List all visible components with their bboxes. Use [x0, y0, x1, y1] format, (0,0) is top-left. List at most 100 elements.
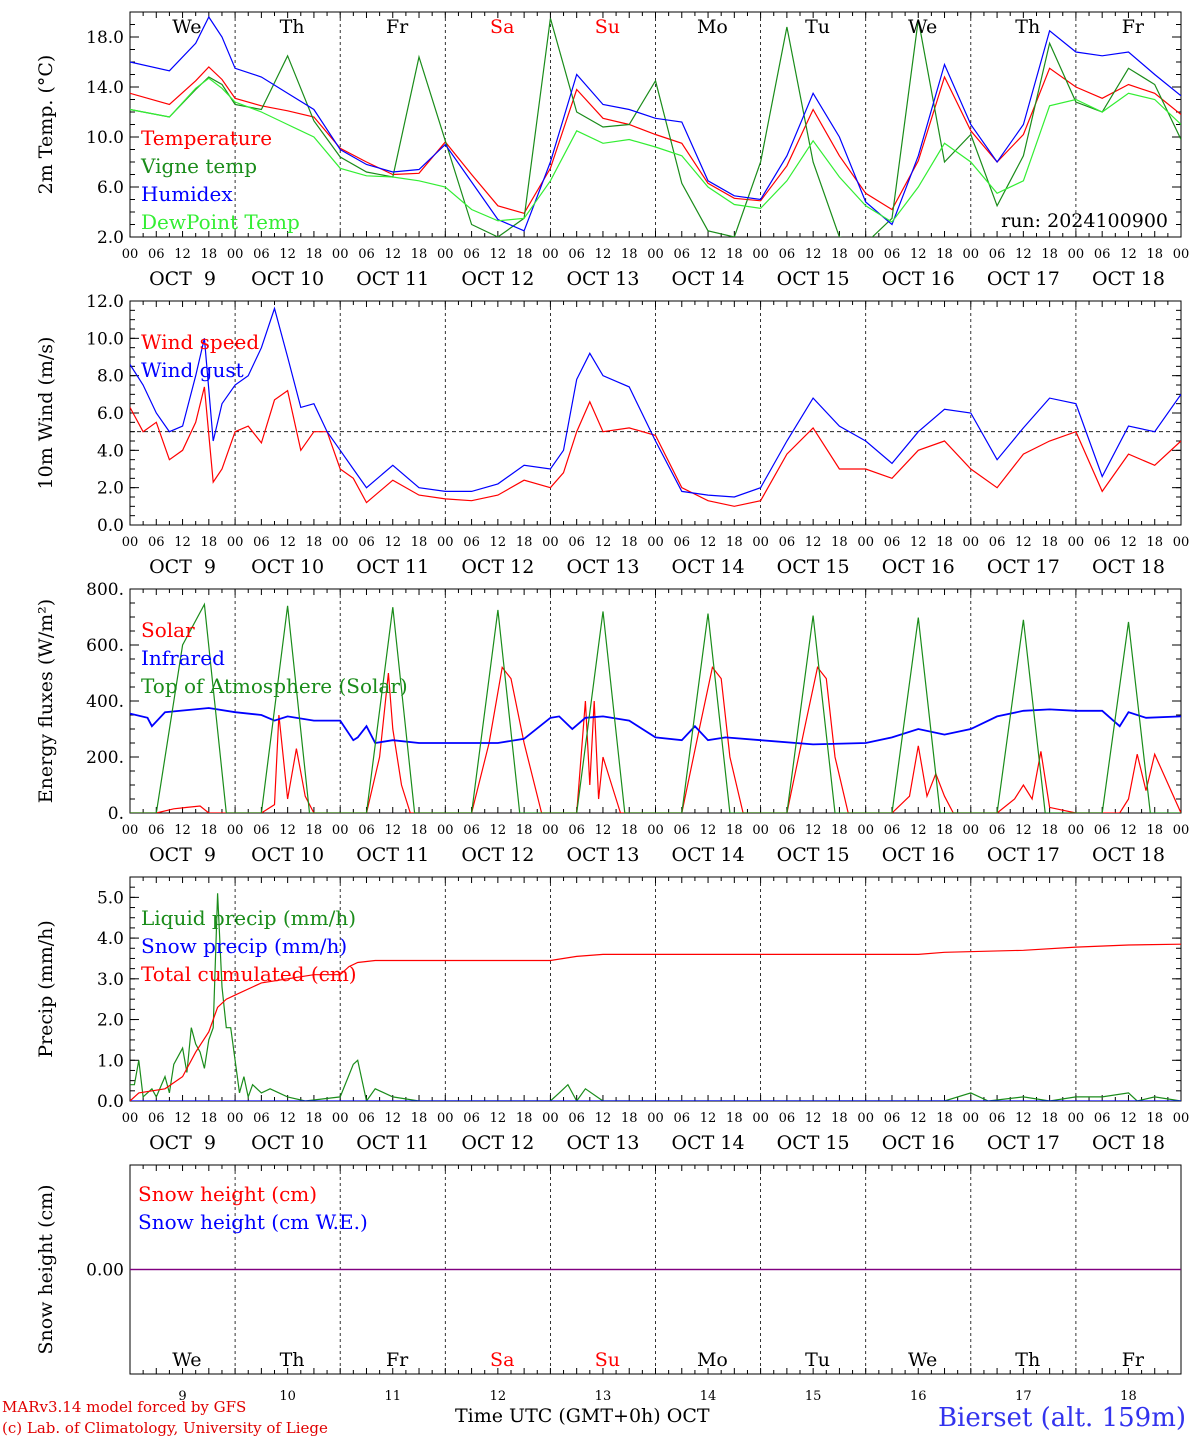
date-label: OCT 11: [356, 844, 429, 866]
hour-tick-label: 06: [1094, 1111, 1111, 1126]
hour-tick-label: 18: [1041, 535, 1058, 550]
date-label: OCT 13: [566, 844, 639, 866]
hour-tick-label: 06: [148, 247, 165, 262]
weekday-label: Su: [595, 1349, 620, 1371]
y-tick-label: 14.0: [86, 78, 124, 98]
hour-tick-label: 06: [463, 1111, 480, 1126]
hour-tick-label: 18: [1146, 247, 1163, 262]
hour-tick-label: 00: [227, 1111, 244, 1126]
hour-tick-label: 00: [122, 823, 139, 838]
date-label: OCT 17: [987, 844, 1060, 866]
y-tick-label: 0.: [108, 804, 124, 824]
y-tick-label: 0.0: [97, 516, 124, 536]
hour-tick-label: 12: [1120, 823, 1137, 838]
day-number-label: 15: [805, 1389, 822, 1404]
run-label: run: 2024100900: [1001, 210, 1168, 232]
hour-tick-label: 12: [595, 247, 612, 262]
y-tick-label: 6.0: [97, 178, 124, 198]
hour-tick-label: 12: [805, 247, 822, 262]
hour-tick-label: 18: [1041, 1111, 1058, 1126]
weekday-label: We: [908, 1349, 937, 1371]
hour-tick-label: 12: [700, 823, 717, 838]
hour-tick-label: 06: [674, 247, 691, 262]
hour-tick-label: 06: [989, 247, 1006, 262]
hour-tick-label: 18: [1041, 823, 1058, 838]
hour-tick-label: 06: [884, 1111, 901, 1126]
hour-tick-label: 18: [726, 1111, 743, 1126]
hour-tick-label: 00: [1068, 535, 1085, 550]
legend-entry: Vigne temp: [140, 154, 257, 178]
hour-tick-label: 18: [306, 535, 323, 550]
hour-tick-label: 12: [279, 535, 296, 550]
hour-tick-label: 00: [1068, 823, 1085, 838]
hour-tick-label: 18: [831, 1111, 848, 1126]
series-line-humidex: [130, 15, 1181, 232]
hour-tick-label: 18: [411, 1111, 428, 1126]
y-tick-label: 2.0: [97, 479, 124, 499]
hour-tick-label: 06: [253, 535, 270, 550]
hour-tick-label: 06: [253, 823, 270, 838]
legend-entry: Solar: [141, 618, 195, 642]
date-label: OCT 12: [461, 556, 534, 578]
hour-tick-label: 18: [306, 823, 323, 838]
hour-tick-label: 12: [805, 1111, 822, 1126]
series-line-liquid-precip-mm-h: [130, 893, 1181, 1101]
hour-tick-label: 12: [174, 247, 191, 262]
hour-tick-label: 18: [621, 535, 638, 550]
hour-tick-label: 12: [1120, 1111, 1137, 1126]
legend-entry: Wind gust: [141, 358, 244, 382]
y-axis-label: Precip (mm/h): [35, 920, 57, 1058]
hour-tick-label: 06: [674, 535, 691, 550]
hour-tick-label: 00: [1068, 1111, 1085, 1126]
date-label: OCT 10: [251, 1132, 324, 1154]
y-axis-label: 10m Wind (m/s): [35, 337, 57, 490]
hour-tick-label: 06: [989, 535, 1006, 550]
y-tick-label: 2.0: [97, 1011, 124, 1031]
hour-tick-label: 00: [647, 535, 664, 550]
legend-entry: Snow precip (mm/h): [141, 934, 347, 958]
date-label: OCT 18: [1092, 1132, 1165, 1154]
y-tick-label: 800.: [86, 580, 124, 600]
weekday-label: Th: [1015, 1349, 1040, 1371]
hour-tick-label: 06: [1094, 247, 1111, 262]
hour-tick-label: 18: [726, 247, 743, 262]
weekday-label: Fr: [386, 16, 409, 38]
hour-tick-label: 12: [1015, 823, 1032, 838]
panel-5: 0.00 Snow height (cm) Snow height (cm) Snow…: [35, 1164, 1182, 1404]
hour-tick-label: 06: [568, 247, 585, 262]
weekday-label: Tu: [805, 1349, 830, 1371]
date-label: OCT 13: [566, 556, 639, 578]
hour-tick-label: 18: [411, 823, 428, 838]
hour-tick-label: 18: [621, 247, 638, 262]
hour-tick-label: 00: [542, 1111, 559, 1126]
y-tick-label: 18.0: [86, 28, 124, 48]
day-number-label: 11: [384, 1389, 401, 1404]
hour-tick-label: 18: [201, 823, 218, 838]
date-label: OCT 9: [149, 1132, 216, 1154]
date-label: OCT 15: [777, 268, 850, 290]
legend-entry: Humidex: [141, 182, 233, 206]
hour-tick-label: 00: [963, 247, 980, 262]
hour-tick-label: 18: [306, 247, 323, 262]
hour-tick-label: 06: [463, 535, 480, 550]
weekday-label: Tu: [805, 16, 830, 38]
hour-tick-label: 12: [490, 535, 507, 550]
y-tick-label: 4.0: [97, 929, 124, 949]
x-axis-label: Time UTC (GMT+0h) OCT: [455, 1405, 710, 1427]
hour-tick-label: 00: [857, 823, 874, 838]
hour-tick-label: 18: [1146, 1111, 1163, 1126]
date-label: OCT 11: [356, 268, 429, 290]
date-label: OCT 9: [149, 268, 216, 290]
hour-tick-label: 12: [384, 247, 401, 262]
weekday-label: Mo: [697, 1349, 728, 1371]
hour-tick-label: 00: [647, 247, 664, 262]
hour-tick-label: 00: [752, 1111, 769, 1126]
hour-tick-label: 00: [963, 823, 980, 838]
hour-tick-label: 06: [779, 823, 796, 838]
date-label: OCT 16: [882, 268, 955, 290]
hour-tick-label: 06: [884, 535, 901, 550]
day-number-label: 10: [279, 1389, 296, 1404]
hour-tick-label: 18: [1041, 247, 1058, 262]
weekday-label: Th: [280, 1349, 305, 1371]
hour-tick-label: 06: [568, 823, 585, 838]
